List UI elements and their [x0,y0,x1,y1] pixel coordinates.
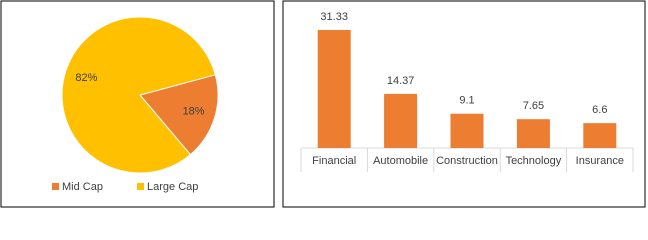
bar [317,30,351,148]
x-tick-label: Construction [436,155,498,167]
x-tick-label: Financial [312,155,356,167]
data-label: 9.1 [459,95,474,107]
legend-swatch [137,183,144,190]
bar [516,119,550,148]
data-label: 6.6 [592,104,607,116]
legend-label: Large Cap [147,181,198,193]
bar [450,113,484,148]
pie-slice [61,16,216,174]
data-label: 7.65 [523,100,544,112]
data-label: 82% [75,72,97,84]
legend-label: Mid Cap [62,181,103,193]
bar-chart: 31.33 Financial 14.37 Automobile 9.1 Construc… [300,11,634,172]
data-label: 18% [183,106,205,118]
pie-slice [139,74,219,156]
bar [384,93,418,148]
x-tick-label: Insurance [576,155,624,167]
bar [583,123,617,148]
data-label: 14.37 [387,75,415,87]
x-tick-label: Automobile [373,155,428,167]
pie-chart: 18% 82% Mid Cap Large Cap [52,16,219,193]
legend-swatch [52,183,59,190]
page: 18% 82% Mid Cap Large Cap 31.33 Financial 14.… [0,0,646,208]
data-label: 31.33 [320,11,348,23]
x-tick-label: Technology [506,155,562,167]
